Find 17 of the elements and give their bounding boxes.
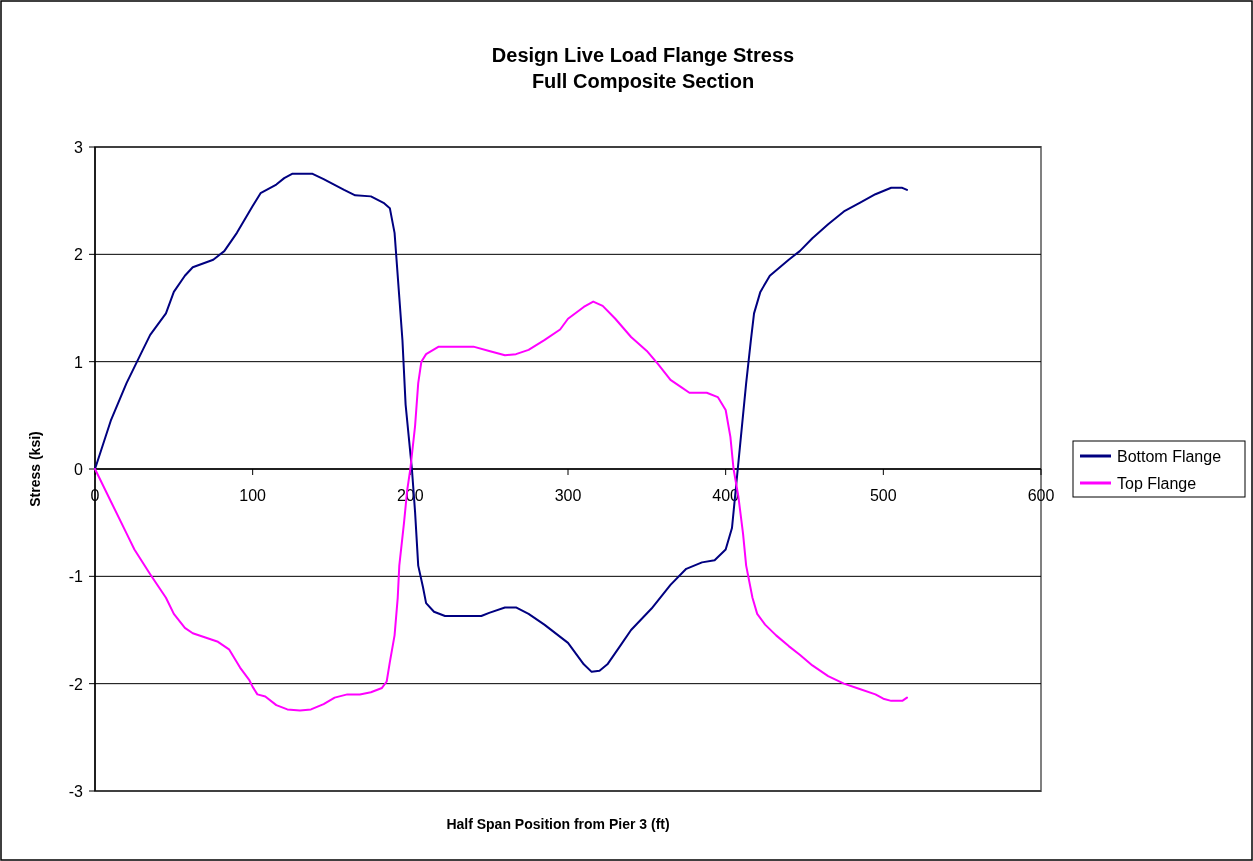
y-axis-title: Stress (ksi) — [27, 431, 43, 507]
chart-subtitle: Full Composite Section — [531, 70, 755, 92]
y-tick-label: 2 — [74, 246, 84, 264]
y-tick-label: 1 — [74, 353, 84, 371]
y-tick-label: -3 — [68, 783, 84, 800]
y-tick-label: 3 — [74, 139, 84, 156]
y-tick-label: 0 — [74, 461, 84, 478]
legend-label: Top Flange — [1117, 475, 1197, 492]
y-tick-label: -1 — [68, 568, 84, 586]
x-tick-label: 100 — [239, 487, 267, 504]
y-tick-label: -2 — [68, 675, 84, 693]
x-tick-label: 500 — [869, 487, 897, 504]
legend-label: Bottom Flange — [1117, 448, 1222, 465]
x-tick-label: 300 — [554, 487, 582, 504]
chart-title: Design Live Load Flange Stress — [491, 44, 795, 66]
x-tick-label: 600 — [1027, 487, 1055, 504]
x-axis-title: Half Span Position from Pier 3 (ft) — [446, 816, 670, 832]
